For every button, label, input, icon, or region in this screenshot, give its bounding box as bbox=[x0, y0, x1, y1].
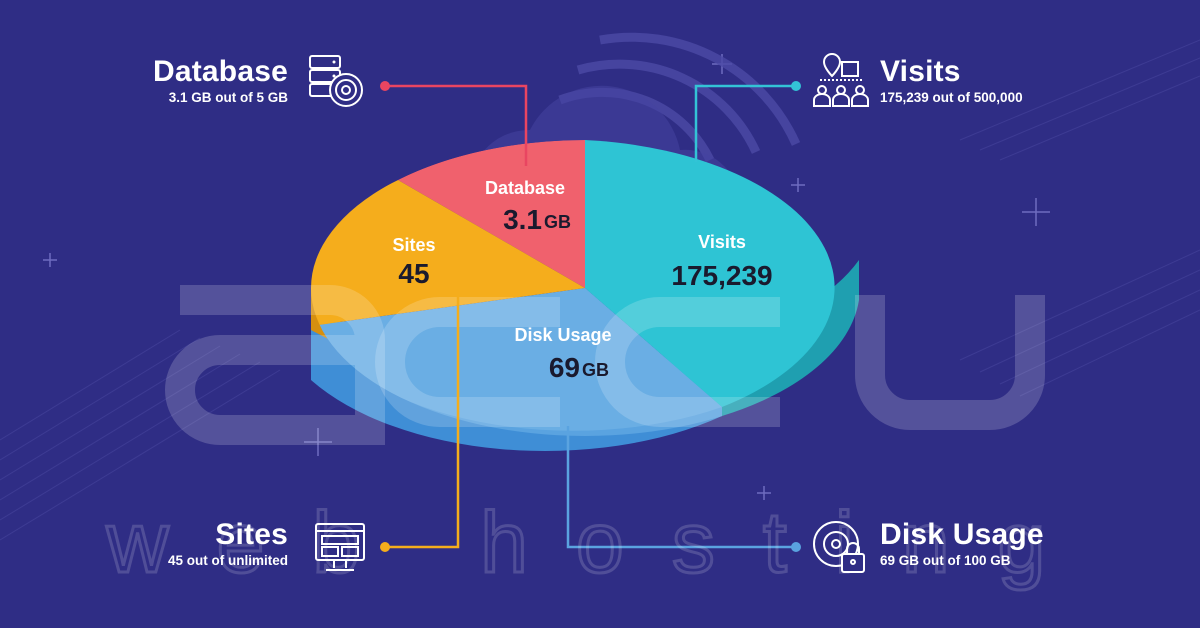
callout-sites-title: Sites bbox=[215, 518, 288, 551]
callout-visits-title: Visits bbox=[880, 55, 961, 88]
pie-slice-visits bbox=[585, 140, 835, 407]
pie-slice-database bbox=[398, 140, 585, 288]
brand-watermark-subtitle: web hosting bbox=[106, 495, 1094, 591]
connector-visits bbox=[694, 84, 796, 162]
connector-disk-dot bbox=[791, 542, 801, 552]
connector-disk bbox=[566, 426, 796, 549]
pie-value-visits: 175,239 bbox=[671, 260, 772, 291]
callout-visits-subtitle: 175,239 out of 500,000 bbox=[880, 90, 1023, 105]
connector-visits-dot bbox=[791, 81, 801, 91]
pie-unit-database: GB bbox=[544, 212, 571, 232]
connector-database-dot bbox=[380, 81, 390, 91]
callout-database-title: Database bbox=[152, 55, 288, 88]
pie-slice-sites bbox=[311, 180, 585, 326]
connector-database bbox=[385, 84, 528, 166]
callout-disk-subtitle: 69 GB out of 100 GB bbox=[880, 553, 1011, 568]
database-disc-icon bbox=[309, 55, 363, 107]
callout-sites-subtitle: 45 out of unlimited bbox=[168, 553, 288, 568]
callout-database-subtitle: 3.1 GB out of 5 GB bbox=[168, 90, 288, 105]
pie-slice-disk-fill bbox=[311, 288, 722, 431]
visitors-location-icon bbox=[813, 52, 869, 107]
pie-top bbox=[311, 140, 835, 436]
pie-labels: Database 3.1 GB Sites 45 Visits 175,239 … bbox=[392, 178, 772, 383]
background-hatch bbox=[0, 39, 1200, 541]
pie-label-database: Database bbox=[485, 178, 565, 198]
callout-visits: Visits 175,239 out of 500,000 bbox=[880, 55, 1100, 107]
connector-sites-dot bbox=[380, 542, 390, 552]
pie-value-database: 3.1 bbox=[503, 204, 542, 235]
pie-value-disk: 69 bbox=[549, 352, 580, 383]
pie-label-visits: Visits bbox=[698, 232, 746, 252]
connector-lines bbox=[380, 81, 801, 552]
pie-label-disk: Disk Usage bbox=[514, 325, 611, 345]
callout-sites: Sites 45 out of unlimited bbox=[100, 518, 288, 570]
callout-disk: Disk Usage 69 GB out of 100 GB bbox=[880, 518, 1100, 570]
connector-sites bbox=[385, 292, 460, 549]
callout-disk-title: Disk Usage bbox=[880, 518, 1044, 551]
callout-database: Database 3.1 GB out of 5 GB bbox=[100, 55, 288, 107]
website-monitor-icon bbox=[315, 523, 365, 571]
pie-value-sites: 45 bbox=[398, 258, 429, 289]
pie-unit-disk: GB bbox=[582, 360, 609, 380]
pie-label-sites: Sites bbox=[392, 235, 435, 255]
brand-watermark bbox=[165, 285, 1045, 445]
disk-lock-icon bbox=[813, 521, 865, 573]
